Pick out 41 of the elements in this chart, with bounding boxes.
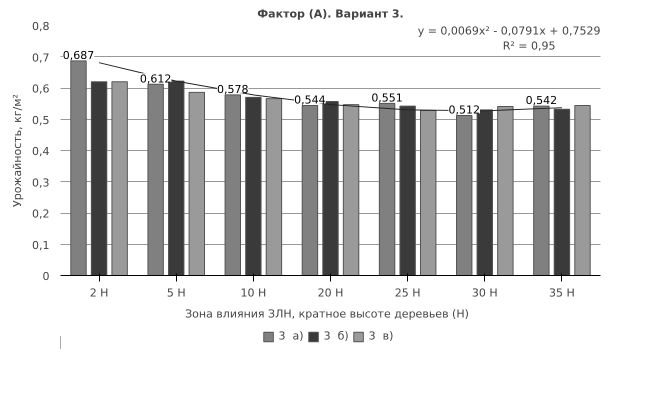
x-tick-label: 5 Н (166, 286, 186, 300)
annotation: y = 0,0069x² - 0,0791x + 0,7529 (418, 24, 601, 38)
bar (147, 84, 164, 276)
data-label: 0,578 (217, 82, 249, 96)
x-axis-title: Зона влияния ЗЛН, кратное высоте деревьев (Н) (185, 308, 469, 320)
bar (456, 115, 472, 276)
x-tick-label: 30 Н (472, 286, 498, 300)
bar (302, 105, 318, 276)
bar (378, 102, 396, 276)
bar (533, 106, 550, 276)
legend-label: 3 в) (368, 330, 394, 342)
bar (90, 81, 108, 276)
data-label: 0,544 (294, 94, 326, 106)
data-label: 0,512 (448, 104, 480, 116)
y-tick-label: 0,7 (32, 51, 50, 64)
data-label: 0,551 (371, 91, 403, 104)
y-tick-label: 0,4 (32, 145, 50, 158)
y-tick-label: 0,3 (32, 176, 50, 190)
bar (554, 108, 570, 276)
x-tick-label: 35 Н (549, 286, 575, 300)
data-label: 0,612 (140, 72, 172, 86)
x-tick-label: 2 Н (90, 286, 108, 300)
x-tick-label: 10 Н (240, 286, 266, 300)
y-tick-label: 0,2 (32, 208, 50, 220)
bar (399, 106, 416, 276)
bar (245, 96, 262, 276)
y-tick-label: 0,8 (32, 20, 50, 33)
y-tick-label: 0,6 (32, 82, 50, 96)
y-tick-label: 0,1 (32, 238, 50, 252)
y-axis-title: Урожайность, кг/м² (11, 94, 24, 207)
legend-label: 3 б) (324, 330, 349, 342)
data-label: 0,687 (62, 48, 94, 62)
chart-title: Фактор (А). Вариант 3. (257, 8, 404, 20)
annotation: R² = 0,95 (502, 40, 556, 52)
bar (70, 60, 87, 276)
legend-label: 3 а) (278, 330, 304, 342)
y-tick-label: 0,5 (32, 114, 50, 127)
x-tick-label: 20 Н (318, 286, 344, 300)
y-tick-label: 0 (42, 270, 50, 283)
x-tick-label: 25 Н (394, 286, 421, 300)
data-label: 0,542 (526, 94, 558, 108)
